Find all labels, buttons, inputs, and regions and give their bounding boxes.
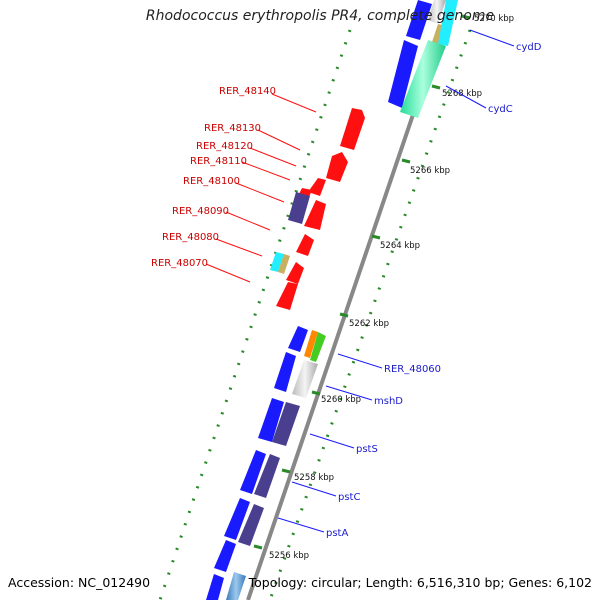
gene-rer-48100	[288, 192, 310, 224]
gene-label-cydD: cydD	[516, 42, 542, 53]
kbp-label: 5262 kbp	[349, 319, 389, 329]
kbp-ticks	[253, 14, 471, 550]
gene-rer-48130	[326, 152, 348, 182]
kbp-label: 5268 kbp	[442, 89, 482, 99]
gene-label-rer-48130: RER_48130	[204, 123, 261, 134]
outer-tick-track	[158, 29, 352, 600]
gene-label-pstC: pstC	[338, 492, 360, 503]
gene-cydD-b	[428, 0, 446, 24]
gene-label-pstA: pstA	[326, 528, 348, 539]
gene-label-rer-48060: RER_48060	[384, 364, 441, 375]
gene-label-pstS: pstS	[356, 444, 378, 455]
gene-pstS-b	[272, 402, 300, 446]
gene-cydC-b	[400, 40, 446, 118]
gene-rer-48120	[308, 178, 326, 196]
gene-mshD	[292, 360, 318, 398]
genome-info-text: Topology: circular; Length: 6,516,310 bp…	[248, 575, 592, 590]
gene-label-rer-48110: RER_48110	[190, 156, 247, 167]
kbp-label: 5270 kbp	[474, 14, 514, 24]
red-gene-labels: RER_48140 RER_48130 RER_48120 RER_48110 …	[151, 86, 317, 283]
gene-cydD-a	[406, 0, 432, 40]
gene-pstA-b	[238, 504, 264, 546]
gene-pstS-a	[258, 398, 284, 442]
kbp-label: 5260 kbp	[321, 395, 361, 405]
kbp-labels: 5270 kbp 5268 kbp 5266 kbp 5264 kbp 5262…	[269, 14, 514, 561]
map-title: Rhodococcus erythropolis PR4, complete g…	[145, 8, 495, 24]
gene-label-mshD: mshD	[374, 396, 403, 407]
gene-label-cydC: cydC	[488, 104, 513, 115]
blue-gene-labels: cydD cydC RER_48060 mshD pstS pstC pstA	[277, 29, 542, 539]
gene-small-tan	[278, 254, 290, 274]
gene-cydD-d	[438, 0, 458, 46]
gene-label-rer-48120: RER_48120	[196, 141, 253, 152]
gene-label-rer-48140: RER_48140	[219, 86, 276, 97]
gene-label-rer-48070: RER_48070	[151, 258, 208, 269]
inner-tick-track	[268, 29, 472, 600]
gene-rer-48070a	[286, 262, 304, 284]
gene-pstC-a	[240, 450, 266, 494]
gene-rer-48060-green	[310, 332, 326, 362]
gene-steel	[226, 572, 246, 600]
kbp-label: 5258 kbp	[294, 473, 334, 483]
reverse-strand-genes	[206, 0, 432, 600]
gene-blue-d	[206, 574, 224, 600]
forward-strand-genes	[226, 0, 458, 600]
gene-label-rer-48080: RER_48080	[162, 232, 219, 243]
accession-text: Accession: NC_012490	[8, 575, 151, 590]
gene-small-cyan	[270, 252, 284, 272]
gene-blue-a	[288, 326, 308, 352]
kbp-label: 5256 kbp	[269, 551, 309, 561]
gene-rer-48140	[340, 108, 365, 150]
gene-rer-48060-orange	[304, 330, 318, 358]
gene-rer-48070b	[276, 282, 298, 310]
kbp-label: 5264 kbp	[380, 241, 420, 251]
gene-pstA-a	[224, 498, 250, 540]
gene-pstC-b	[254, 454, 280, 498]
gene-rer-48080	[296, 234, 314, 256]
gene-label-rer-48090: RER_48090	[172, 206, 229, 217]
gene-blue-b	[274, 352, 296, 392]
kbp-label: 5266 kbp	[410, 166, 450, 176]
gene-blue-c	[214, 540, 236, 572]
gene-label-rer-48100: RER_48100	[183, 176, 240, 187]
gene-cydC-a	[388, 40, 418, 108]
gene-rer-48090	[304, 200, 326, 230]
